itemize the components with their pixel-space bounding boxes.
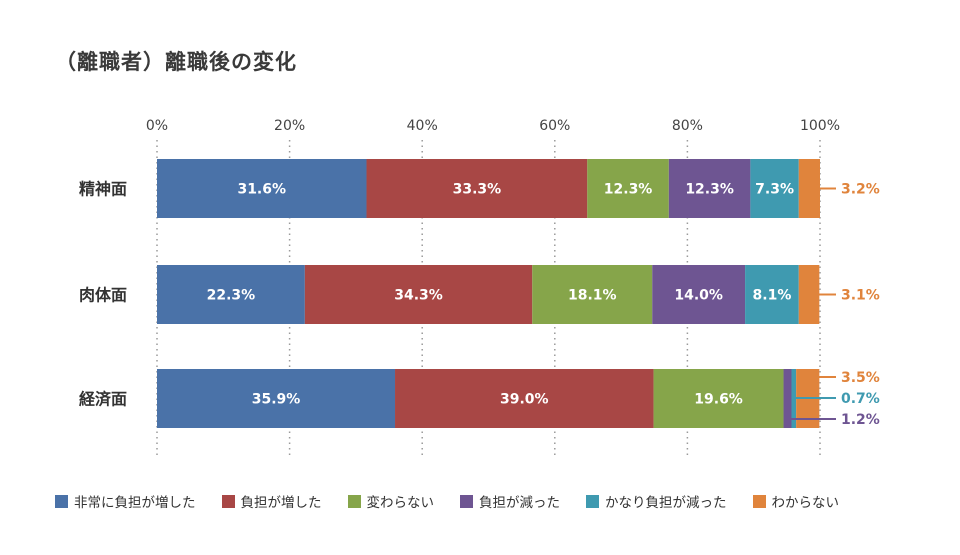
bar-segment <box>653 369 784 428</box>
data-label: 39.0% <box>500 392 549 408</box>
x-tick-label: 20% <box>274 118 305 134</box>
bar-segment <box>532 265 653 324</box>
legend-item: かなり負担が減った <box>586 491 727 511</box>
x-tick-label: 0% <box>146 118 168 134</box>
legend-swatch <box>586 494 599 508</box>
data-label-outside: 3.5% <box>841 370 880 386</box>
legend-swatch <box>221 494 235 508</box>
bar-segment <box>304 265 533 324</box>
x-tick-label: 40% <box>407 118 438 134</box>
data-label: 22.3% <box>207 288 256 304</box>
data-label: 34.3% <box>394 288 443 304</box>
legend-label: かなり負担が減った <box>605 495 727 511</box>
data-label: 33.3% <box>453 182 502 198</box>
x-tick-label: 60% <box>539 118 570 134</box>
legend-swatch <box>752 494 766 508</box>
legend-swatch <box>460 494 473 508</box>
bar-segment <box>783 369 792 428</box>
category-label: 肉体面 <box>79 286 127 305</box>
bar-segment <box>745 265 799 324</box>
legend-swatch <box>347 494 361 508</box>
legend-label: 負担が減った <box>479 495 560 511</box>
bar-segment <box>395 369 654 428</box>
data-label: 12.3% <box>604 182 653 198</box>
data-label: 7.3% <box>755 182 794 198</box>
data-label: 14.0% <box>674 288 723 304</box>
chart-title: （離職者）離職後の変化 <box>55 50 297 74</box>
data-label: 18.1% <box>568 288 617 304</box>
legend-item: 変わらない <box>347 491 435 511</box>
legend: 非常に負担が増した 負担が増した 変わらない 負担が減った かなり負担が減った わからない <box>55 491 839 511</box>
category-label: 精神面 <box>79 180 127 199</box>
data-label: 12.3% <box>685 182 734 198</box>
bar-segment <box>157 159 367 218</box>
legend-item: わからない <box>752 491 840 511</box>
bar-segment <box>668 159 751 218</box>
data-label-outside: 1.2% <box>841 412 880 428</box>
category-label: 経済面 <box>79 390 127 409</box>
bar-segment <box>366 159 588 218</box>
bar-segment <box>750 159 799 218</box>
bar-segment <box>587 159 669 218</box>
data-label-outside: 0.7% <box>841 391 880 407</box>
legend-item: 負担が増した <box>221 491 322 511</box>
data-label-outside: 3.2% <box>841 182 880 198</box>
data-label-outside: 3.1% <box>841 288 880 304</box>
legend-label: わからない <box>771 495 840 511</box>
x-tick-label: 100% <box>800 118 840 134</box>
x-tick-label: 80% <box>672 118 703 134</box>
bar-segment <box>157 369 396 428</box>
legend-label: 負担が増した <box>240 495 322 511</box>
bar-segment <box>157 265 305 324</box>
data-label: 31.6% <box>237 182 286 198</box>
data-label: 19.6% <box>694 392 743 408</box>
bar-segment <box>798 265 820 324</box>
legend-label: 非常に負担が増した <box>74 495 196 511</box>
bar-segment <box>652 265 746 324</box>
bar-segment <box>798 159 820 218</box>
legend-label: 変わらない <box>366 495 435 511</box>
data-label: 35.9% <box>252 392 301 408</box>
data-label: 8.1% <box>753 288 792 304</box>
legend-item: 非常に負担が増した <box>55 491 196 511</box>
legend-item: 負担が減った <box>460 491 560 511</box>
legend-swatch <box>55 494 68 508</box>
